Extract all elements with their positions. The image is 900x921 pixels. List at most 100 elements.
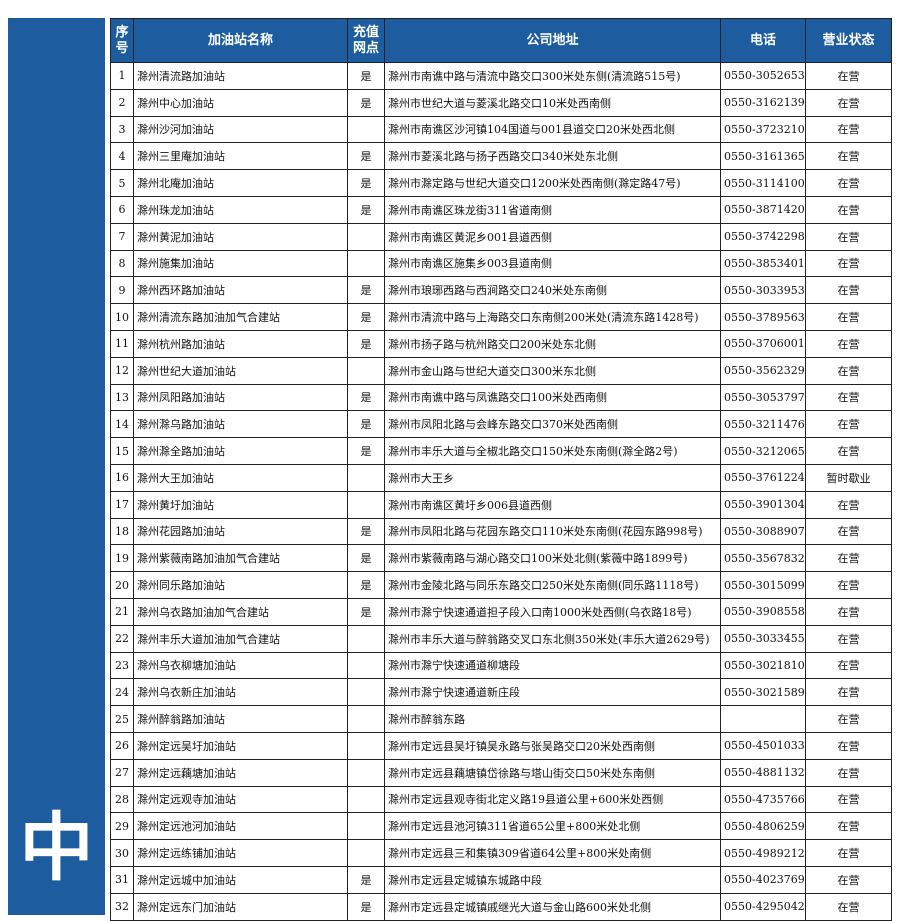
table-cell: 在营 bbox=[805, 222, 892, 251]
table-cell: 滁州市南谯区沙河镇104国道与001县道交口20米处西北侧 bbox=[384, 115, 721, 144]
table-cell: 0550-3033455 bbox=[720, 624, 806, 653]
table-cell: 在营 bbox=[805, 731, 892, 760]
table-cell: 滁州黄圩加油站 bbox=[133, 490, 348, 519]
table-cell: 在营 bbox=[805, 865, 892, 894]
table-cell bbox=[720, 705, 806, 733]
table-cell: 滁州乌衣新庄加油站 bbox=[133, 678, 348, 707]
table-cell: 29 bbox=[110, 812, 134, 841]
table-row: 8 滁州施集加油站 滁州市南谯区施集乡003县道南侧 0550-3853401 在营 bbox=[110, 249, 892, 278]
table-cell: 在营 bbox=[805, 249, 892, 278]
table-cell: 10 bbox=[110, 303, 134, 331]
station-table: 序号 加油站名称 充值网点 公司地址 电话 营业状态 1 滁州清流路加油站是滁州市南谯中路与… bbox=[110, 18, 892, 921]
table-cell: 0550-3162139 bbox=[720, 88, 806, 117]
table-cell: 23 bbox=[110, 651, 134, 680]
table-cell bbox=[347, 839, 385, 867]
table-cell bbox=[347, 490, 385, 519]
table-cell: 滁州市紫薇南路与湖心路交口100米处北侧(紫薇中路1899号) bbox=[384, 544, 721, 573]
table-cell: 在营 bbox=[805, 812, 892, 841]
table-cell: 滁州市大王乡 bbox=[384, 463, 721, 492]
table-cell: 在营 bbox=[805, 88, 892, 117]
table-cell: 滁州市定远县池河镇311省道65公里+800米处北侧 bbox=[384, 812, 721, 841]
table-cell: 滁州市金山路与世纪大道交口300米东北侧 bbox=[384, 356, 721, 385]
table-row: 23 滁州乌衣柳塘加油站 滁州市滁宁快速通道柳塘段 0550-3021810 在营 bbox=[110, 651, 892, 680]
table-cell bbox=[347, 356, 385, 385]
sidebar-label: 中 bbox=[19, 805, 94, 891]
table-cell: 13 bbox=[110, 383, 134, 412]
table-cell: 0550-3114100 bbox=[720, 169, 806, 197]
table-cell: 在营 bbox=[805, 517, 892, 546]
table-cell: 4 bbox=[110, 142, 134, 171]
table-cell: 17 bbox=[110, 490, 134, 519]
table-cell: 16 bbox=[110, 463, 134, 492]
table-cell: 滁州市定远县三和集镇309省道64公里+800米处南侧 bbox=[384, 839, 721, 867]
header-cell: 公司地址 bbox=[384, 18, 721, 63]
table-cell bbox=[347, 115, 385, 144]
table-row: 3 滁州沙河加油站 滁州市南谯区沙河镇104国道与001县道交口20米处西北侧 055… bbox=[110, 115, 892, 144]
table-row: 11 滁州杭州路加油站是滁州市扬子路与杭州路交口200米处东北侧 0550-3706… bbox=[110, 329, 892, 358]
table-cell: 在营 bbox=[805, 839, 892, 867]
table-row: 18 滁州花园路加油站是滁州市凤阳北路与花园东路交口110米处东南侧(花园东路99… bbox=[110, 517, 892, 546]
table-cell bbox=[347, 785, 385, 814]
table-cell: 滁州市醉翁东路 bbox=[384, 705, 721, 733]
table-cell: 0550-3562329 bbox=[720, 356, 806, 385]
table-cell: 滁州黄泥加油站 bbox=[133, 222, 348, 251]
table-cell: 滁州市菱溪北路与扬子西路交口340米处东北侧 bbox=[384, 142, 721, 171]
table-cell: 滁州市扬子路与杭州路交口200米处东北侧 bbox=[384, 329, 721, 358]
table-cell: 在营 bbox=[805, 705, 892, 733]
table-cell: 滁州定远藕塘加油站 bbox=[133, 758, 348, 787]
table-cell: 0550-4501033 bbox=[720, 731, 806, 760]
table-cell: 2 bbox=[110, 88, 134, 117]
table-cell: 滁州定远东门加油站 bbox=[133, 892, 348, 921]
table-row: 22 滁州丰乐大道加油加气合建站 滁州市丰乐大道与醉翁路交叉口东北侧350米处(丰乐… bbox=[110, 624, 892, 653]
table-cell: 滁州中心加油站 bbox=[133, 88, 348, 117]
table-cell: 滁州世纪大道加油站 bbox=[133, 356, 348, 385]
table-cell: 滁州市南谯区施集乡003县道南侧 bbox=[384, 249, 721, 278]
table-cell: 是 bbox=[347, 142, 385, 171]
table-cell: 暂时歇业 bbox=[805, 463, 892, 492]
table-cell: 在营 bbox=[805, 544, 892, 573]
table-cell: 在营 bbox=[805, 624, 892, 653]
table-cell: 是 bbox=[347, 571, 385, 599]
table-cell: 在营 bbox=[805, 678, 892, 707]
table-cell: 7 bbox=[110, 222, 134, 251]
table-cell: 滁州北庵加油站 bbox=[133, 169, 348, 197]
table-cell: 0550-3901304 bbox=[720, 490, 806, 519]
table-cell: 在营 bbox=[805, 571, 892, 599]
table-cell: 是 bbox=[347, 892, 385, 921]
table-cell: 0550-3871420 bbox=[720, 195, 806, 224]
table-cell: 15 bbox=[110, 437, 134, 465]
table-cell: 0550-3021810 bbox=[720, 651, 806, 680]
table-cell: 滁州珠龙加油站 bbox=[133, 195, 348, 224]
table-cell: 滁州市南谯中路与凤谯路交口100米处西南侧 bbox=[384, 383, 721, 412]
table-cell: 12 bbox=[110, 356, 134, 385]
table-cell: 滁州市滁宁快速通道新庄段 bbox=[384, 678, 721, 707]
table-cell: 滁州市南谯中路与清流中路交口300米处东侧(清流路515号) bbox=[384, 62, 721, 90]
table-cell: 滁州市定远县吴圩镇吴永路与张吴路交口20米处西南侧 bbox=[384, 731, 721, 760]
table-cell: 滁州市滁宁快速通道柳塘段 bbox=[384, 651, 721, 680]
table-cell: 是 bbox=[347, 544, 385, 573]
table-cell: 滁州市定远县观寺街北定义路19县道公里+600米处西侧 bbox=[384, 785, 721, 814]
table-cell: 滁州滁全路加油站 bbox=[133, 437, 348, 465]
table-cell: 滁州大王加油站 bbox=[133, 463, 348, 492]
table-cell: 27 bbox=[110, 758, 134, 787]
table-cell: 在营 bbox=[805, 169, 892, 197]
table-cell: 30 bbox=[110, 839, 134, 867]
table-cell: 0550-3853401 bbox=[720, 249, 806, 278]
table-cell: 28 bbox=[110, 785, 134, 814]
table-cell: 滁州乌衣路加油加气合建站 bbox=[133, 597, 348, 626]
table-row: 26 滁州定远吴圩加油站 滁州市定远县吴圩镇吴永路与张吴路交口20米处西南侧 0550… bbox=[110, 731, 892, 760]
table-row: 6 滁州珠龙加油站是滁州市南谯区珠龙街311省道南侧 0550-3871420 在营 bbox=[110, 195, 892, 224]
table-cell: 是 bbox=[347, 597, 385, 626]
table-cell: 滁州施集加油站 bbox=[133, 249, 348, 278]
table-cell: 0550-4735766 bbox=[720, 785, 806, 814]
table-cell: 滁州西环路加油站 bbox=[133, 276, 348, 305]
table-cell: 滁州市清流中路与上海路交口东南侧200米处(清流东路1428号) bbox=[384, 303, 721, 331]
table-cell: 在营 bbox=[805, 276, 892, 305]
table-cell: 滁州清流东路加油加气合建站 bbox=[133, 303, 348, 331]
table-row: 32 滁州定远东门加油站是滁州市定远县定城镇戚继光大道与金山路600米处北侧 055… bbox=[110, 892, 892, 921]
header-cell: 加油站名称 bbox=[133, 18, 348, 63]
table-row: 21 滁州乌衣路加油加气合建站是滁州市滁宁快速通道担子段入口南1000米处西侧(乌… bbox=[110, 597, 892, 626]
table-cell: 32 bbox=[110, 892, 134, 921]
table-row: 2 滁州中心加油站是滁州市世纪大道与菱溪北路交口10米处西南侧 0550-31621… bbox=[110, 88, 892, 117]
table-cell: 25 bbox=[110, 705, 134, 733]
